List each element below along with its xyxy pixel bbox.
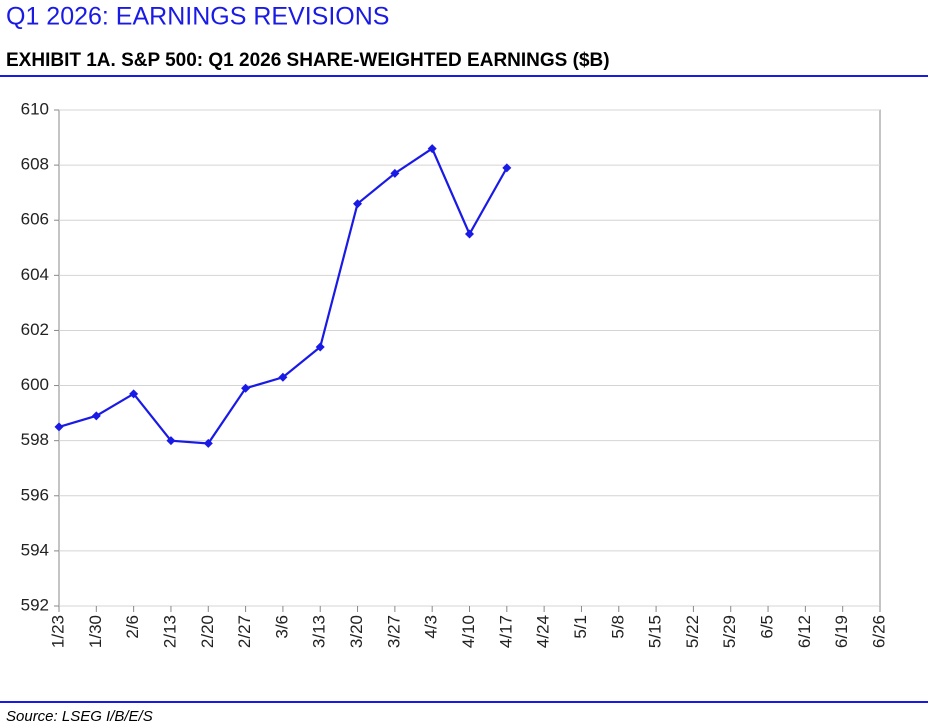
x-tick-label: 3/6 [272,615,291,639]
data-point [278,372,288,382]
x-tick-label: 2/13 [160,615,179,648]
x-tick-label: 2/27 [235,615,254,648]
data-point [353,199,363,209]
y-tick-label: 604 [21,265,49,284]
data-point [315,342,325,352]
data-point [465,229,474,239]
x-tick-label: 6/26 [869,615,888,648]
data-point [241,383,251,393]
x-tick-label: 3/20 [347,615,366,648]
chart-subtitle: EXHIBIT 1A. S&P 500: Q1 2026 SHARE-WEIGH… [6,50,610,71]
x-tick-label: 5/22 [683,615,702,648]
x-tick-label: 4/3 [422,615,441,639]
data-point [54,422,64,432]
y-tick-label: 592 [21,595,49,614]
x-tick-label: 5/29 [720,615,739,648]
x-tick-label: 4/24 [534,615,553,648]
data-point [91,411,101,421]
x-tick-label: 4/17 [496,615,515,648]
data-point [129,389,139,399]
data-point [390,168,400,178]
y-tick-label: 600 [21,375,49,394]
source-note: Source: LSEG I/B/E/S [6,708,153,725]
x-tick-label: 3/27 [384,615,403,648]
y-tick-label: 596 [21,485,49,504]
y-tick-label: 594 [21,540,49,559]
chart-title: Q1 2026: EARNINGS REVISIONS [6,3,389,31]
x-tick-label: 6/5 [758,615,777,639]
data-point [203,438,213,448]
data-point [427,144,437,154]
y-tick-label: 598 [21,430,49,449]
x-tick-label: 6/12 [795,615,814,648]
x-tick-label: 2/6 [123,615,142,639]
data-point [166,436,176,446]
x-tick-label: 1/23 [48,615,67,648]
y-tick-label: 606 [21,210,49,229]
data-point [502,163,512,173]
y-tick-label: 608 [21,155,49,174]
y-tick-label: 610 [21,99,49,118]
x-tick-label: 3/13 [310,615,329,648]
x-tick-label: 5/8 [608,615,627,639]
y-tick-label: 602 [21,320,49,339]
x-tick-label: 6/19 [832,615,851,648]
x-tick-label: 5/1 [571,615,590,639]
x-tick-label: 1/30 [86,615,105,648]
x-tick-label: 4/10 [459,615,478,648]
x-tick-label: 2/20 [198,615,217,648]
x-tick-label: 5/15 [646,615,665,648]
